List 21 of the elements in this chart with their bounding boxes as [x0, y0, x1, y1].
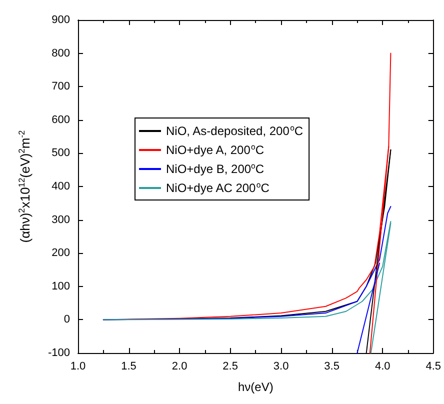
y-axis-title: (αhν)2x1012(eV)2m-2 [16, 130, 32, 243]
y-tick-label: 200 [52, 247, 70, 260]
x-tick-label: 4.0 [374, 360, 390, 372]
x-tick-label: 3.0 [273, 360, 289, 372]
y-tick-label: 400 [52, 180, 70, 192]
y-tick-label: 100 [52, 280, 70, 292]
x-tick-label: 2.0 [172, 360, 188, 372]
y-tick-label: 900 [52, 14, 70, 26]
x-tick-label: 1.5 [121, 360, 136, 372]
y-tick-label: 300 [52, 214, 70, 226]
y-tick-label: 600 [52, 114, 70, 126]
y-tick-label: 0 [64, 314, 70, 326]
x-tick-label: 4.5 [426, 360, 442, 372]
y-tick-label: 800 [52, 47, 70, 60]
x-tick-label: 2.5 [222, 360, 238, 372]
x-axis-title: hν(eV) [238, 380, 274, 394]
x-tick-label: 1.0 [70, 360, 86, 372]
x-tick-label: 3.5 [324, 360, 340, 372]
y-tick-label: -100 [48, 347, 70, 359]
y-tick-label: 500 [52, 147, 70, 160]
y-tick-label: 700 [52, 80, 70, 93]
